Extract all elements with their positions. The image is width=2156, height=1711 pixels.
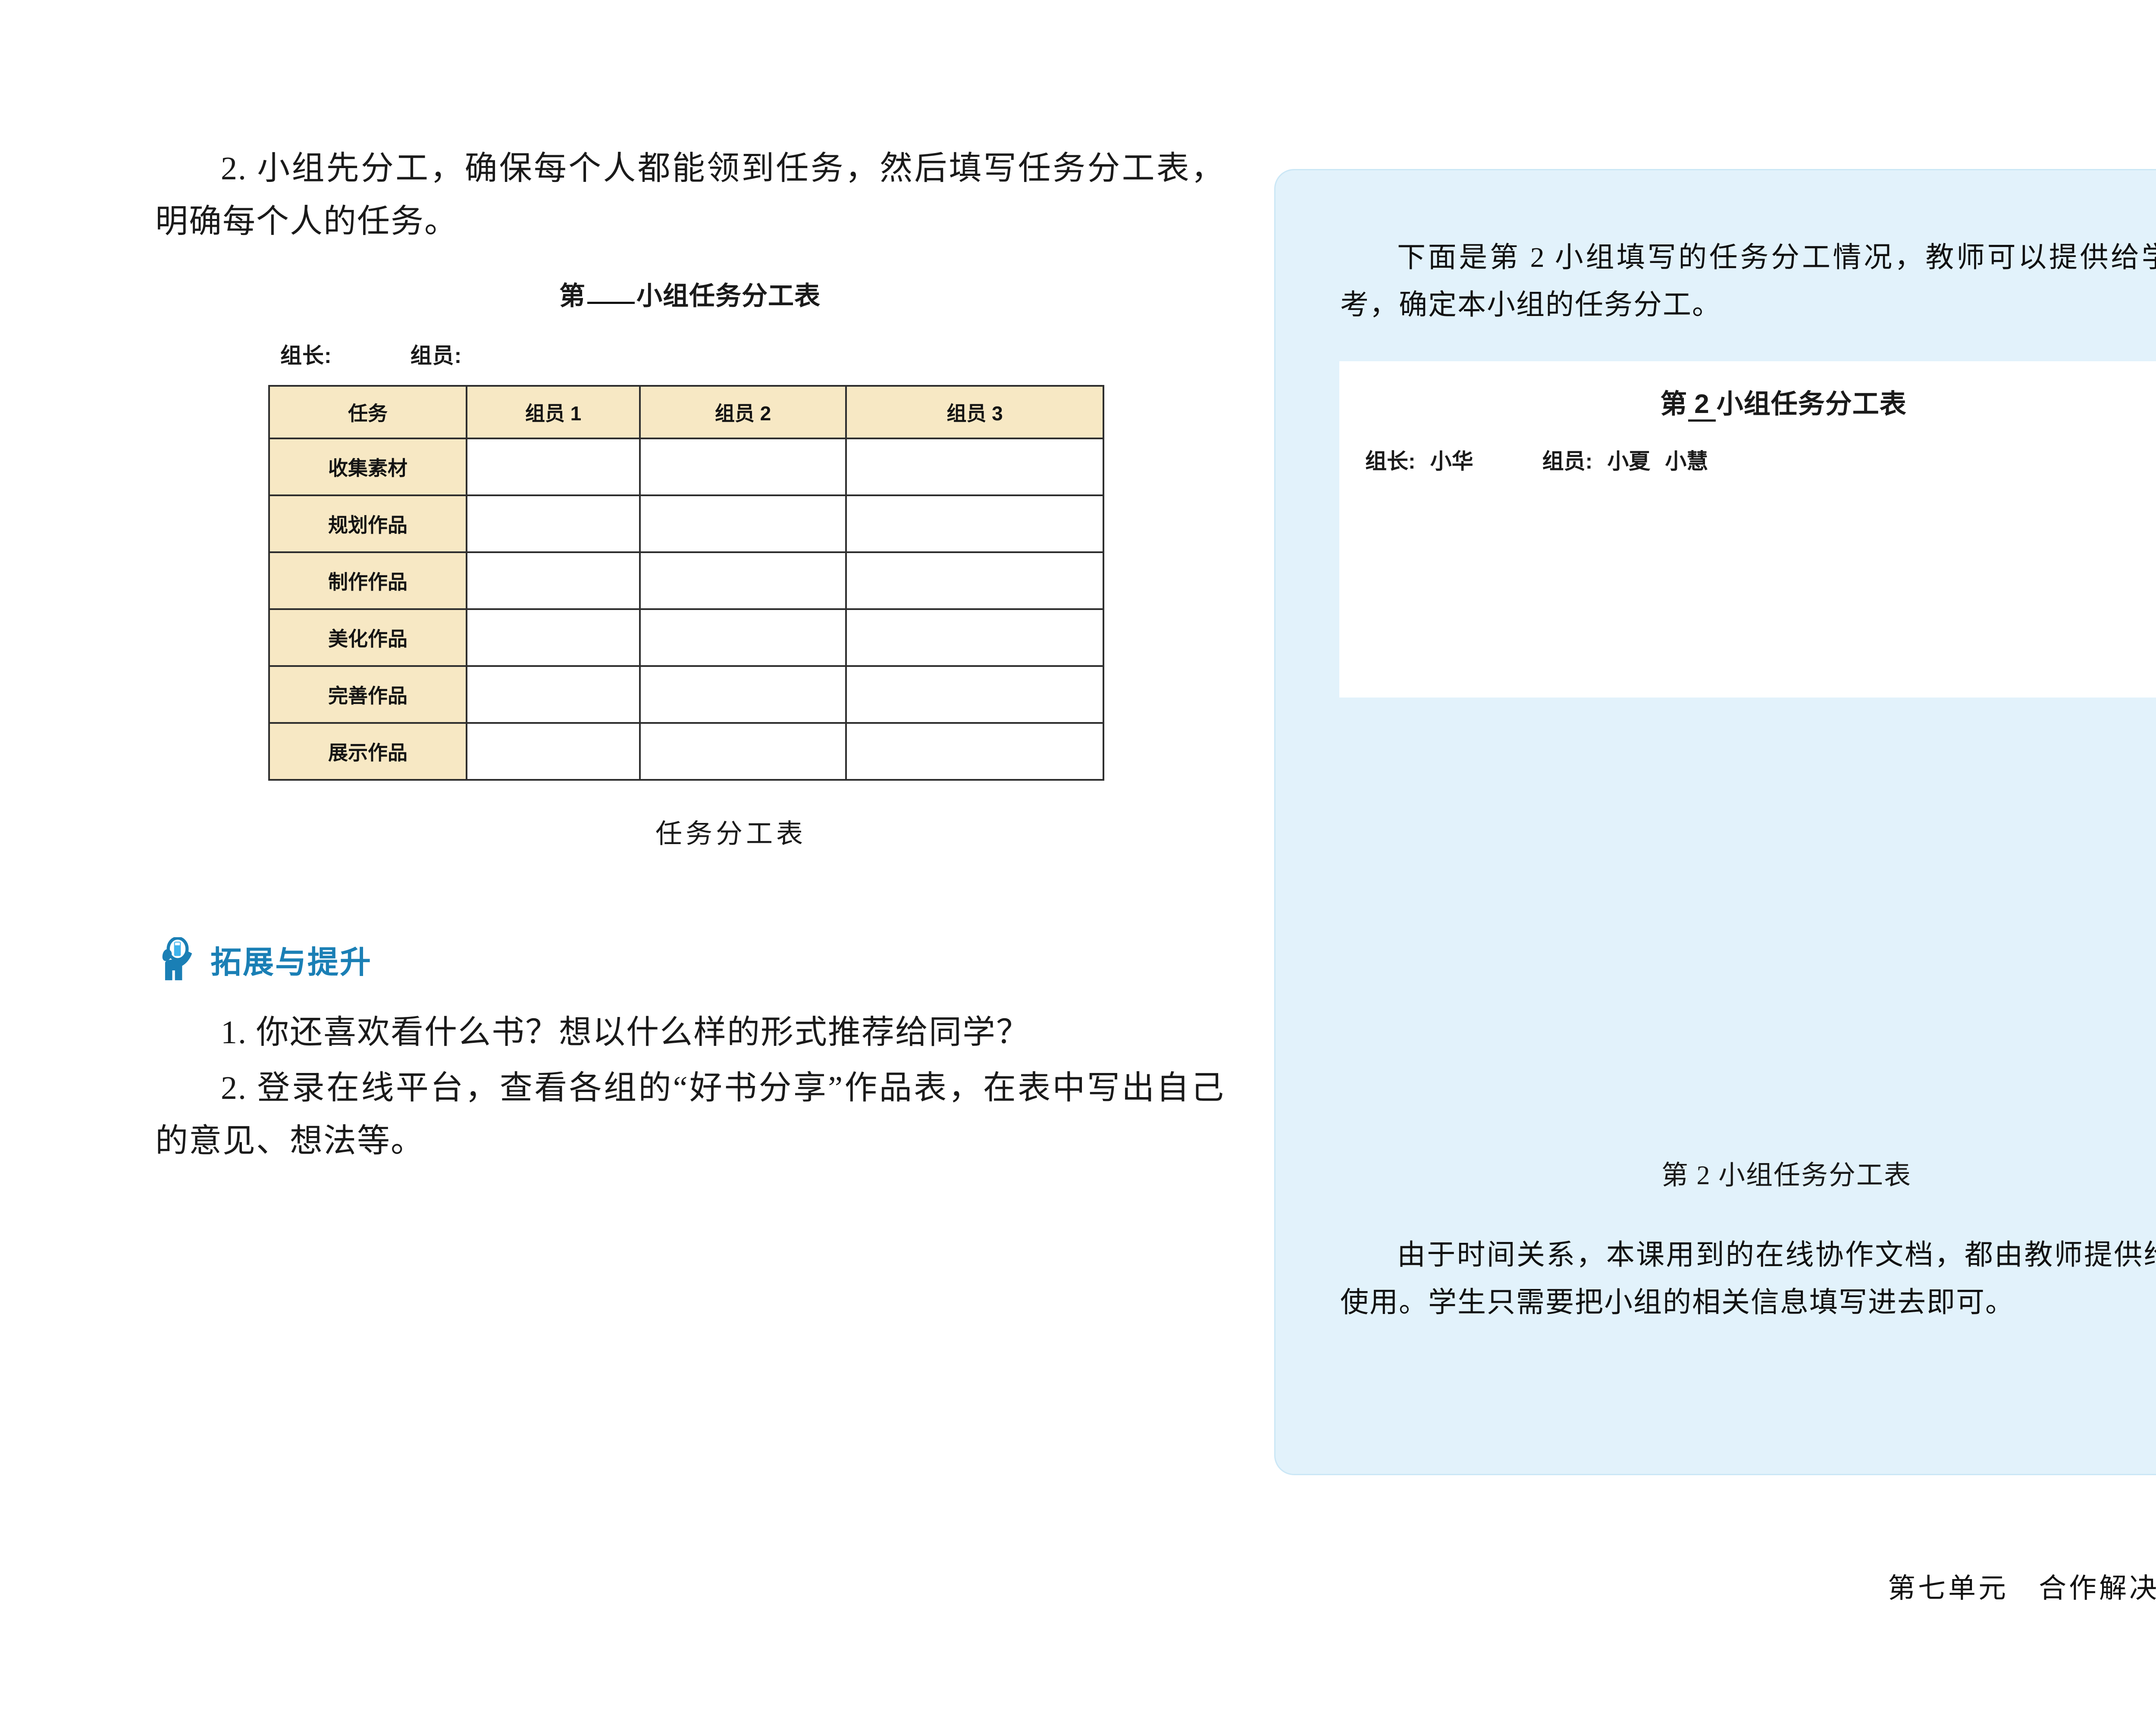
blank-roster-line: 组长: 组员: bbox=[280, 338, 1225, 369]
cell-member-3[interactable] bbox=[845, 438, 1104, 497]
row-header-task: 展示作品 bbox=[268, 722, 467, 781]
extension-item-2: 2. 登录在线平台，查看各组的“好书分享”作品表，在表中写出自己的意见、想法等。 bbox=[155, 1070, 1225, 1160]
table-row: 收集素材 bbox=[268, 438, 1104, 497]
table-row: 制作作品 bbox=[268, 551, 1104, 610]
cell-member-1[interactable] bbox=[466, 551, 641, 610]
leader-label: 组长: bbox=[1365, 449, 1416, 473]
group2-form-card: 第 2 小组任务分工表 组长: 小华 组员: 小夏 小慧 bbox=[1339, 361, 2156, 698]
cell-member-1[interactable] bbox=[466, 438, 641, 497]
figure-caption: 任务分工表 bbox=[655, 820, 806, 849]
form-title-suffix: 小组任务分工表 bbox=[636, 282, 821, 311]
group-number-blank bbox=[587, 302, 635, 304]
cell-member-1[interactable] bbox=[466, 722, 641, 781]
cell-member-2[interactable] bbox=[639, 722, 847, 781]
leader-label: 组长: bbox=[280, 344, 332, 368]
column-header-member-3: 组员 3 bbox=[845, 385, 1104, 440]
card-group-number: 2 bbox=[1688, 389, 1716, 422]
cell-member-1[interactable] bbox=[466, 608, 641, 667]
row-header-task: 完善作品 bbox=[268, 665, 467, 724]
member-name-1: 小夏 bbox=[1607, 449, 1651, 473]
cell-member-2[interactable] bbox=[639, 608, 847, 667]
section-title: 拓展与提升 bbox=[210, 945, 373, 980]
column-header-member-2: 组员 2 bbox=[639, 385, 847, 440]
row-header-task: 美化作品 bbox=[268, 608, 467, 667]
cell-member-2[interactable] bbox=[639, 665, 847, 724]
cell-member-3[interactable] bbox=[845, 608, 1104, 667]
leader-name: 小华 bbox=[1430, 449, 1473, 473]
blank-form-title: 第 小组任务分工表 bbox=[155, 275, 1225, 313]
row-header-task: 收集素材 bbox=[268, 438, 467, 497]
cell-member-2[interactable] bbox=[639, 494, 847, 554]
column-header-task: 任务 bbox=[268, 385, 467, 440]
blank-task-table: 任务 组员 1 组员 2 组员 3 收集素材 规划作品 制作作品 bbox=[268, 385, 1104, 781]
extension-items: 1. 你还喜欢看什么书？想以什么样的形式推荐给同学？ 2. 登录在线平台，查看各… bbox=[155, 1006, 1225, 1168]
group2-table-caption: 第 2 小组任务分工表 bbox=[1661, 1161, 1912, 1190]
left-column: 2. 小组先分工，确保每个人都能领到任务，然后填写任务分工表，明确每个人的任务。… bbox=[155, 142, 1225, 1171]
member-name-2: 小慧 bbox=[1665, 449, 1708, 473]
cell-member-3[interactable] bbox=[845, 665, 1104, 724]
panel-top-text: 下面是第 2 小组填写的任务分工情况，教师可以提供给学生参考，确定本小组的任务分… bbox=[1340, 234, 2156, 328]
members-label: 组员: bbox=[1542, 449, 1593, 473]
column-header-member-1: 组员 1 bbox=[466, 385, 641, 440]
table-row: 完善作品 bbox=[268, 665, 1104, 724]
page-footer: 第七单元 合作解决问题 99 bbox=[1888, 1549, 2156, 1623]
cell-member-3[interactable] bbox=[845, 551, 1104, 610]
extension-item-1: 1. 你还喜欢看什么书？想以什么样的形式推荐给同学？ bbox=[221, 1014, 1030, 1051]
teacher-note-panel: 下面是第 2 小组填写的任务分工情况，教师可以提供给学生参考，确定本小组的任务分… bbox=[1274, 169, 2156, 1475]
cell-member-3[interactable] bbox=[845, 722, 1104, 781]
table-row: 规划作品 bbox=[268, 494, 1104, 554]
panel-closing-paragraph: 由于时间关系，本课用到的在线协作文档，都由教师提供给学生使用。学生只需要把小组的… bbox=[1340, 1239, 2156, 1318]
cell-member-1[interactable] bbox=[466, 665, 641, 724]
table-row: 展示作品 bbox=[268, 722, 1104, 781]
group2-form-title: 第 2 小组任务分工表 bbox=[1339, 361, 2156, 422]
members-label: 组员: bbox=[410, 344, 462, 368]
person-with-book-icon bbox=[155, 936, 200, 982]
card-title-suffix: 小组任务分工表 bbox=[1716, 389, 1907, 419]
panel-bottom-text: 由于时间关系，本课用到的在线协作文档，都由教师提供给学生使用。学生只需要把小组的… bbox=[1340, 1232, 2156, 1326]
section-header-extension: 拓展与提升 bbox=[155, 936, 1225, 982]
footer-unit-title: 第七单元 合作解决问题 bbox=[1888, 1573, 2156, 1604]
row-header-task: 制作作品 bbox=[268, 551, 467, 610]
card-title-prefix: 第 bbox=[1660, 389, 1688, 419]
intro-paragraph: 2. 小组先分工，确保每个人都能领到任务，然后填写任务分工表，明确每个人的任务。 bbox=[155, 150, 1225, 240]
cell-member-3[interactable] bbox=[845, 494, 1104, 554]
panel-intro-paragraph: 下面是第 2 小组填写的任务分工情况，教师可以提供给学生参考，确定本小组的任务分… bbox=[1340, 242, 2156, 321]
group2-roster-line: 组长: 小华 组员: 小夏 小慧 bbox=[1365, 444, 2156, 475]
table-header-row: 任务 组员 1 组员 2 组员 3 bbox=[268, 385, 1104, 440]
form-title-prefix: 第 bbox=[559, 282, 586, 311]
table-row: 美化作品 bbox=[268, 608, 1104, 667]
cell-member-1[interactable] bbox=[466, 494, 641, 554]
row-header-task: 规划作品 bbox=[268, 494, 467, 554]
cell-member-2[interactable] bbox=[639, 438, 847, 497]
cell-member-2[interactable] bbox=[639, 551, 847, 610]
